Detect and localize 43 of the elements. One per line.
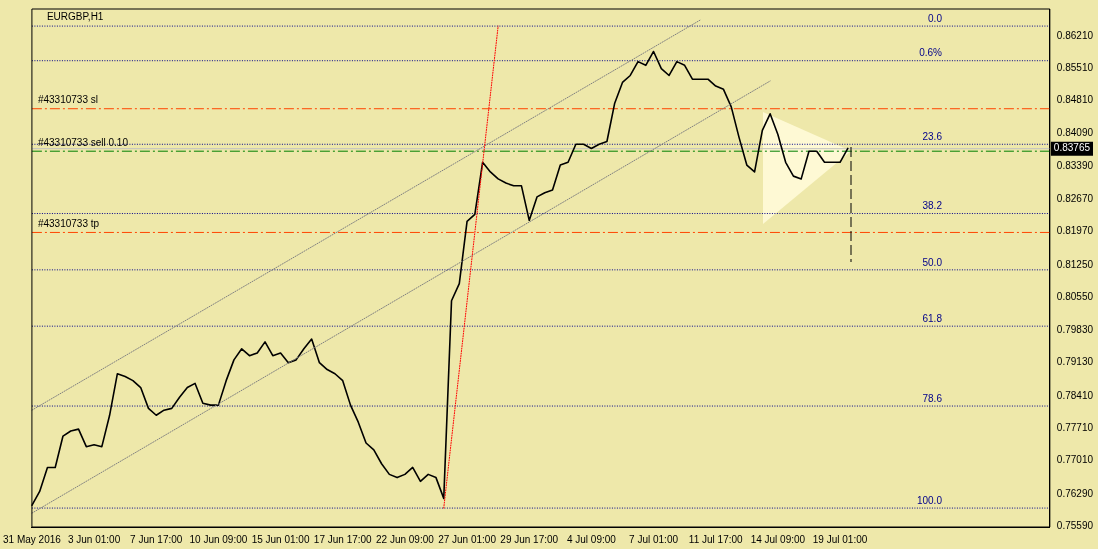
- ref-line-label: #43310733 sell 0.10: [37, 136, 129, 148]
- y-tick-label: 0.81250: [1056, 258, 1094, 270]
- annotation: 23.6: [922, 131, 943, 143]
- annotation: 78.6: [922, 392, 943, 404]
- ref-line-label: 0.83765: [1053, 142, 1091, 154]
- y-tick-label: 0.85510: [1056, 61, 1094, 73]
- x-tick-label: 22 Jun 09:00: [375, 533, 435, 545]
- chart-title: EURGBP,H1: [46, 10, 104, 22]
- x-tick-label: 29 Jun 17:00: [500, 533, 559, 545]
- x-tick-label: 7 Jun 17:00: [130, 533, 183, 545]
- y-tick-label: 0.82670: [1056, 192, 1094, 204]
- y-tick-label: 0.79130: [1056, 356, 1094, 368]
- y-tick-label: 0.86210: [1056, 29, 1094, 41]
- y-tick-label: 0.77010: [1056, 454, 1094, 466]
- annotation: 50.0: [922, 256, 943, 268]
- y-tick-label: 0.80550: [1056, 290, 1094, 302]
- annotation: 61.8: [922, 312, 943, 324]
- x-tick-label: 7 Jul 01:00: [629, 533, 679, 545]
- y-tick-label: 0.81970: [1056, 225, 1094, 237]
- annotation: 100.0: [916, 494, 943, 506]
- y-tick-label: 0.76290: [1056, 487, 1094, 499]
- y-tick-label: 0.78410: [1056, 389, 1094, 401]
- x-tick-label: 27 Jun 01:00: [438, 533, 497, 545]
- x-tick-label: 31 May 2016: [2, 533, 62, 545]
- y-tick-label: 0.79830: [1056, 324, 1094, 336]
- y-tick-label: 0.75590: [1056, 519, 1094, 531]
- x-tick-label: 14 Jul 09:00: [750, 533, 806, 545]
- y-tick-label: 0.84090: [1056, 127, 1094, 139]
- x-tick-label: 11 Jul 17:00: [688, 533, 744, 545]
- annotation: 0.6%: [919, 47, 943, 59]
- ref-line-label: #43310733 sl: [37, 94, 98, 106]
- y-tick-label: 0.77710: [1056, 421, 1094, 433]
- x-tick-label: 17 Jun 17:00: [313, 533, 373, 545]
- annotation: 38.2: [922, 200, 943, 212]
- y-tick-label: 0.84810: [1056, 94, 1094, 106]
- x-tick-label: 4 Jul 09:00: [566, 533, 617, 545]
- x-tick-label: 19 Jul 01:00: [812, 533, 868, 545]
- x-tick-label: 15 Jun 01:00: [251, 533, 310, 545]
- annotation: 0.0: [928, 12, 943, 24]
- x-tick-label: 10 Jun 09:00: [189, 533, 248, 545]
- ref-line-label: #43310733 tp: [37, 218, 100, 230]
- x-tick-label: 3 Jun 01:00: [67, 533, 121, 545]
- y-tick-label: 0.83390: [1056, 159, 1094, 171]
